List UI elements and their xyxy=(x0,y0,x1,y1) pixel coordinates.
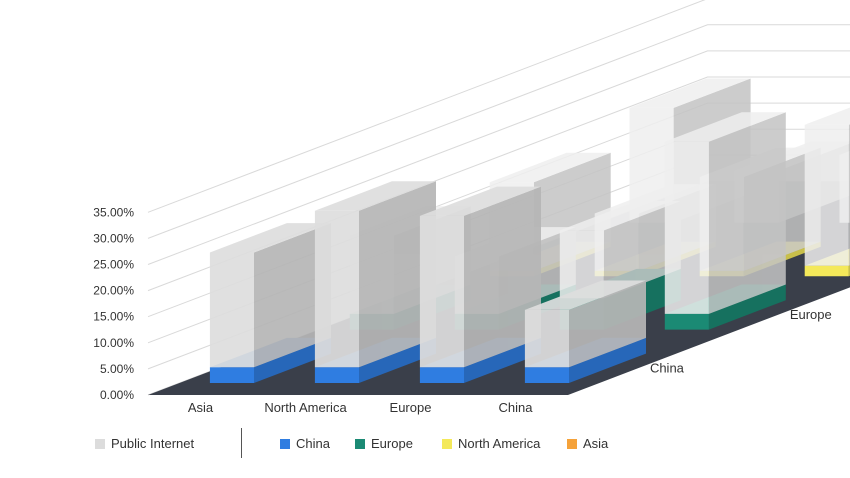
bar-public-internet-china-china xyxy=(524,280,646,368)
chart-plot: 0.00% 5.00% 10.00% 15.00% 20.00% 25.00% 30.00%… xyxy=(93,0,850,415)
bar-public-internet-north-america-china xyxy=(804,107,850,266)
legend-item-europe: Europe xyxy=(355,436,413,451)
gridline xyxy=(147,50,850,265)
depth-tick-label: China xyxy=(650,360,685,375)
legend-item-china: China xyxy=(280,436,330,451)
y-tick-label: 15.00% xyxy=(93,310,134,324)
bar-public-internet-china-north-america xyxy=(314,181,436,368)
bar-public-internet-china-europe xyxy=(419,186,541,368)
bar-public-internet-europe-europe xyxy=(559,201,681,299)
legend-swatch-europe xyxy=(355,438,365,449)
legend-divider xyxy=(241,428,242,458)
x-tick-label: Europe xyxy=(390,400,432,415)
legend-label-public-internet: Public Internet xyxy=(111,436,195,451)
legend-label-asia: Asia xyxy=(583,436,609,451)
x-tick-label: Asia xyxy=(188,400,214,415)
gridline xyxy=(147,0,706,213)
legend-swatch-north-america xyxy=(442,438,452,449)
y-tick-label: 10.00% xyxy=(93,336,134,350)
gridline xyxy=(147,24,850,239)
x-tick-label: North America xyxy=(264,400,347,415)
bar-public-internet-europe-china xyxy=(664,112,786,314)
y-tick-label: 35.00% xyxy=(93,205,134,219)
legend-swatch-asia xyxy=(567,438,577,449)
y-tick-label: 30.00% xyxy=(93,231,134,245)
legend-label-north-america: North America xyxy=(458,436,541,451)
legend-label-europe: Europe xyxy=(371,436,413,451)
y-tick-label: 0.00% xyxy=(100,388,134,402)
legend-item-north-america: North America xyxy=(442,436,540,451)
legend-label-china: China xyxy=(296,436,330,451)
y-tick-label: 5.00% xyxy=(100,362,134,376)
legend: Public Internet China Europe North Ameri… xyxy=(0,428,850,458)
legend-item-asia: Asia xyxy=(567,436,608,451)
x-tick-label: China xyxy=(499,400,534,415)
depth-tick-label: Europe xyxy=(790,307,832,322)
legend-swatch-public-internet xyxy=(95,438,105,449)
bar-public-internet-china-asia xyxy=(209,223,331,368)
legend-swatch-china xyxy=(280,438,290,449)
legend-item-public-internet: Public Internet xyxy=(95,436,194,451)
y-tick-label: 25.00% xyxy=(93,258,134,272)
y-tick-label: 20.00% xyxy=(93,284,134,298)
